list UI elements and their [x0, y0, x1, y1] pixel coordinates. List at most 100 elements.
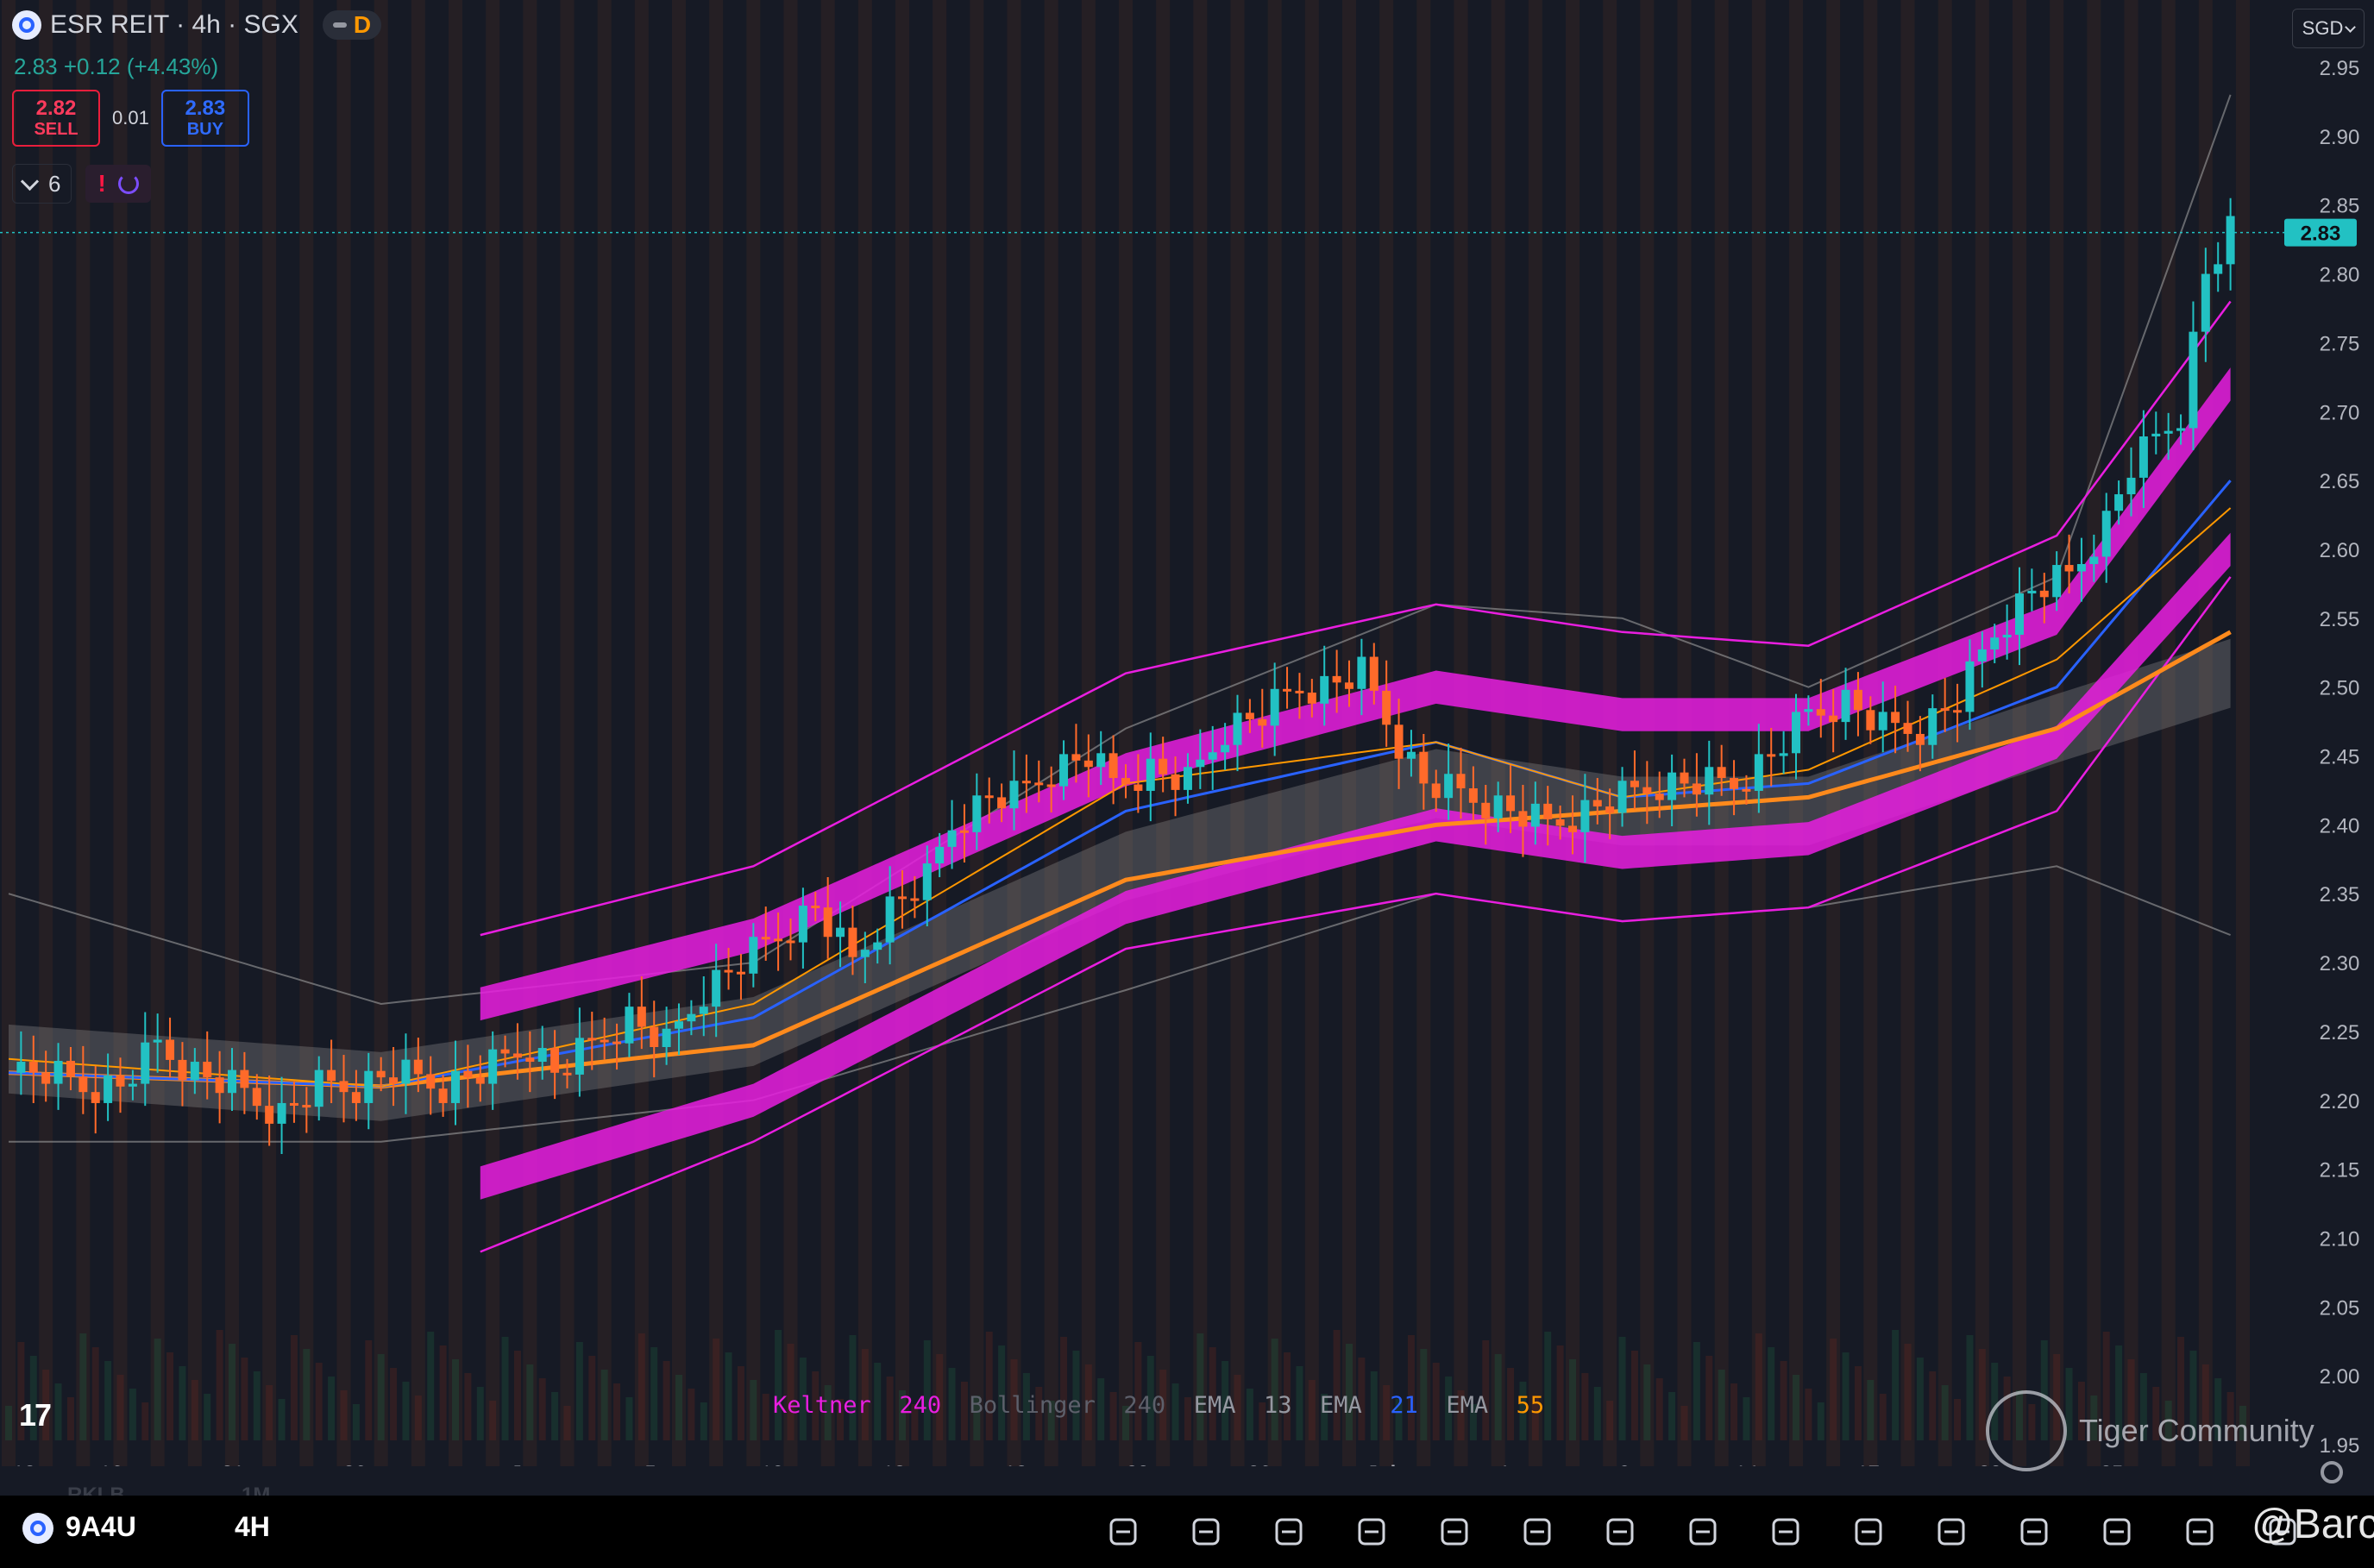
legend-ema-name[interactable]: EMA — [1320, 1392, 1391, 1419]
legend-ema-name[interactable]: EMA — [1446, 1392, 1517, 1419]
volume-bar — [104, 1361, 112, 1440]
trend-icon[interactable] — [1848, 1511, 1889, 1552]
volume-bar — [141, 1402, 149, 1440]
session-stripe — [150, 0, 165, 1466]
warning-icon[interactable]: ! — [97, 170, 106, 197]
legend-ema-param[interactable]: 13 — [1263, 1392, 1320, 1419]
legend-keltner-param[interactable]: 240 — [899, 1392, 970, 1419]
refresh-icon[interactable] — [117, 173, 139, 194]
legend-keltner-name[interactable]: Keltner — [773, 1392, 900, 1419]
alerts-group[interactable]: ! — [85, 165, 151, 203]
volume-bar — [116, 1375, 124, 1440]
volume-bar — [2201, 1364, 2209, 1440]
legend-ema-name[interactable]: EMA — [1193, 1392, 1264, 1419]
volume-bar — [973, 1396, 981, 1440]
volume-bar — [1246, 1389, 1253, 1440]
y-axis-tick-label: 2.00 — [2320, 1365, 2360, 1389]
pen-icon[interactable] — [1102, 1511, 1144, 1552]
session-stripe — [2124, 0, 2138, 1466]
indicators-collapse-button[interactable]: 6 — [12, 164, 72, 204]
candle-body — [265, 1106, 274, 1124]
redo-icon[interactable] — [2096, 1511, 2138, 1552]
candle-body — [1940, 708, 1950, 712]
volume-bar — [1569, 1359, 1576, 1440]
legend-ema-param[interactable]: 55 — [1516, 1392, 1545, 1419]
interval-toggle[interactable]: D — [322, 10, 382, 40]
session-stripe — [857, 0, 872, 1466]
buy-button[interactable]: 2.83 BUY — [160, 90, 249, 147]
symbol-code[interactable]: 9A4U — [66, 1511, 136, 1542]
candle-body — [178, 1059, 187, 1081]
volume-bar — [1643, 1364, 1651, 1440]
candle-body — [1171, 774, 1180, 790]
candle-body — [1717, 767, 1726, 779]
volume-bar — [588, 1356, 596, 1440]
alarm-icon[interactable] — [1434, 1511, 1475, 1552]
candle-body — [1866, 710, 1875, 731]
volume-bar — [91, 1347, 99, 1440]
session-stripe — [262, 0, 277, 1466]
candle-body — [1468, 788, 1478, 803]
candle-body — [1592, 800, 1602, 807]
volume-bar — [1793, 1375, 1799, 1440]
volume-bar — [750, 1380, 757, 1440]
y-axis-tick-label: 2.35 — [2320, 883, 2360, 906]
settings-sliders-icon[interactable] — [1765, 1511, 1806, 1552]
candle-body — [1829, 715, 1838, 723]
timeframe-selector[interactable]: 4H — [235, 1511, 270, 1542]
buy-price: 2.83 — [185, 96, 226, 120]
spread-value: 0.01 — [112, 107, 149, 129]
volume-bar — [402, 1382, 410, 1440]
grid-icon[interactable] — [1268, 1511, 1309, 1552]
plus-circle-icon[interactable] — [1351, 1511, 1392, 1552]
volume-bar — [675, 1375, 682, 1440]
price-chart[interactable]: 2.83 2.95 2.90 2.85 2.80 2.75 2.70 2.65 2.60 2.55… — [0, 0, 2374, 1466]
symbol-title[interactable]: ESR REIT · 4h · SGX — [50, 10, 298, 39]
candle-body — [2201, 273, 2210, 332]
layers-icon[interactable] — [1682, 1511, 1724, 1552]
candle-body — [1071, 754, 1081, 761]
candle-body — [277, 1102, 286, 1124]
legend-ema-param[interactable]: 21 — [1390, 1392, 1447, 1419]
candle-body — [2114, 494, 2124, 511]
candle-body — [1283, 688, 1292, 692]
candle-body — [53, 1060, 63, 1084]
indicator-legend: Keltner 240 Bollinger 240 EMA 13 EMA 21 … — [773, 1392, 1544, 1419]
candle-body — [947, 830, 957, 847]
legend-bollinger-param[interactable]: 240 — [1123, 1392, 1194, 1419]
chart-settings-icon[interactable] — [2321, 1461, 2343, 1483]
watermark-brand: Tiger Community — [2079, 1413, 2314, 1448]
volume-bar — [1060, 1337, 1068, 1440]
y-axis-tick-label: 2.65 — [2320, 470, 2360, 493]
candle-body — [650, 1026, 659, 1047]
candles-icon[interactable] — [1517, 1511, 1558, 1552]
candle-body — [1456, 774, 1466, 789]
tradingview-logo-icon[interactable]: 17 — [19, 1397, 52, 1433]
volume-bar — [1072, 1351, 1080, 1440]
candle-body — [1332, 675, 1341, 683]
sell-button[interactable]: 2.82 SELL — [12, 90, 100, 147]
bulb-icon[interactable] — [2179, 1511, 2220, 1552]
share-icon[interactable] — [2262, 1511, 2303, 1552]
volume-bar — [1693, 1342, 1700, 1440]
volume-bar — [1346, 1344, 1353, 1440]
session-stripe — [1044, 0, 1058, 1466]
y-axis-tick-label: 2.40 — [2320, 814, 2360, 837]
replay-icon[interactable] — [1599, 1511, 1641, 1552]
x-axis-tick-label: 25 — [2101, 1462, 2124, 1466]
undo-icon[interactable] — [1931, 1511, 1972, 1552]
currency-label: SGD — [2302, 17, 2344, 39]
candle-body — [1977, 649, 1987, 662]
volume-bar — [29, 1356, 37, 1440]
volume-bar — [824, 1385, 832, 1440]
session-stripe — [820, 0, 835, 1466]
volume-bar — [563, 1406, 571, 1440]
candle-body — [2002, 634, 2012, 638]
currency-selector[interactable]: SGD — [2292, 9, 2365, 48]
session-stripe — [2236, 0, 2250, 1466]
volume-bar — [377, 1354, 385, 1440]
indicators-icon[interactable] — [1185, 1511, 1227, 1552]
fullscreen-icon[interactable] — [2013, 1511, 2055, 1552]
legend-bollinger-name[interactable]: Bollinger — [969, 1392, 1124, 1419]
volume-bar — [1966, 1335, 1974, 1440]
